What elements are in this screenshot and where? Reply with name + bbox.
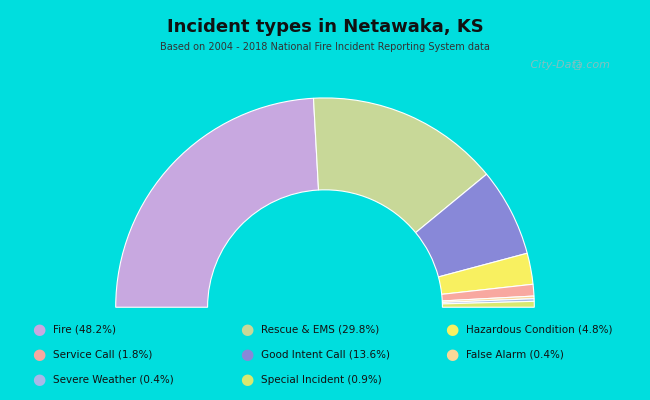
- Text: ●: ●: [240, 347, 254, 362]
- Text: Severe Weather (0.4%): Severe Weather (0.4%): [53, 374, 174, 385]
- Text: Service Call (1.8%): Service Call (1.8%): [53, 350, 153, 360]
- Text: ●: ●: [32, 372, 46, 387]
- Text: False Alarm (0.4%): False Alarm (0.4%): [466, 350, 564, 360]
- Wedge shape: [442, 284, 534, 301]
- Wedge shape: [442, 299, 534, 304]
- Text: ●: ●: [445, 347, 458, 362]
- Wedge shape: [116, 98, 318, 307]
- Text: Good Intent Call (13.6%): Good Intent Call (13.6%): [261, 350, 390, 360]
- Text: City-Data.com: City-Data.com: [526, 60, 610, 70]
- Wedge shape: [415, 174, 527, 277]
- Wedge shape: [442, 296, 534, 302]
- Text: Fire (48.2%): Fire (48.2%): [53, 325, 116, 335]
- Text: Based on 2004 - 2018 National Fire Incident Reporting System data: Based on 2004 - 2018 National Fire Incid…: [160, 42, 490, 52]
- Text: Rescue & EMS (29.8%): Rescue & EMS (29.8%): [261, 325, 380, 335]
- Text: Special Incident (0.9%): Special Incident (0.9%): [261, 374, 382, 385]
- Wedge shape: [313, 98, 487, 233]
- Wedge shape: [439, 253, 533, 294]
- Text: Incident types in Netawaka, KS: Incident types in Netawaka, KS: [166, 18, 484, 36]
- Text: Hazardous Condition (4.8%): Hazardous Condition (4.8%): [466, 325, 612, 335]
- Text: ●: ●: [240, 372, 254, 387]
- Text: ⓘ: ⓘ: [574, 60, 580, 70]
- Text: ●: ●: [32, 322, 46, 338]
- Text: ●: ●: [32, 347, 46, 362]
- Wedge shape: [443, 301, 534, 307]
- Text: ●: ●: [445, 322, 458, 338]
- Text: ●: ●: [240, 322, 254, 338]
